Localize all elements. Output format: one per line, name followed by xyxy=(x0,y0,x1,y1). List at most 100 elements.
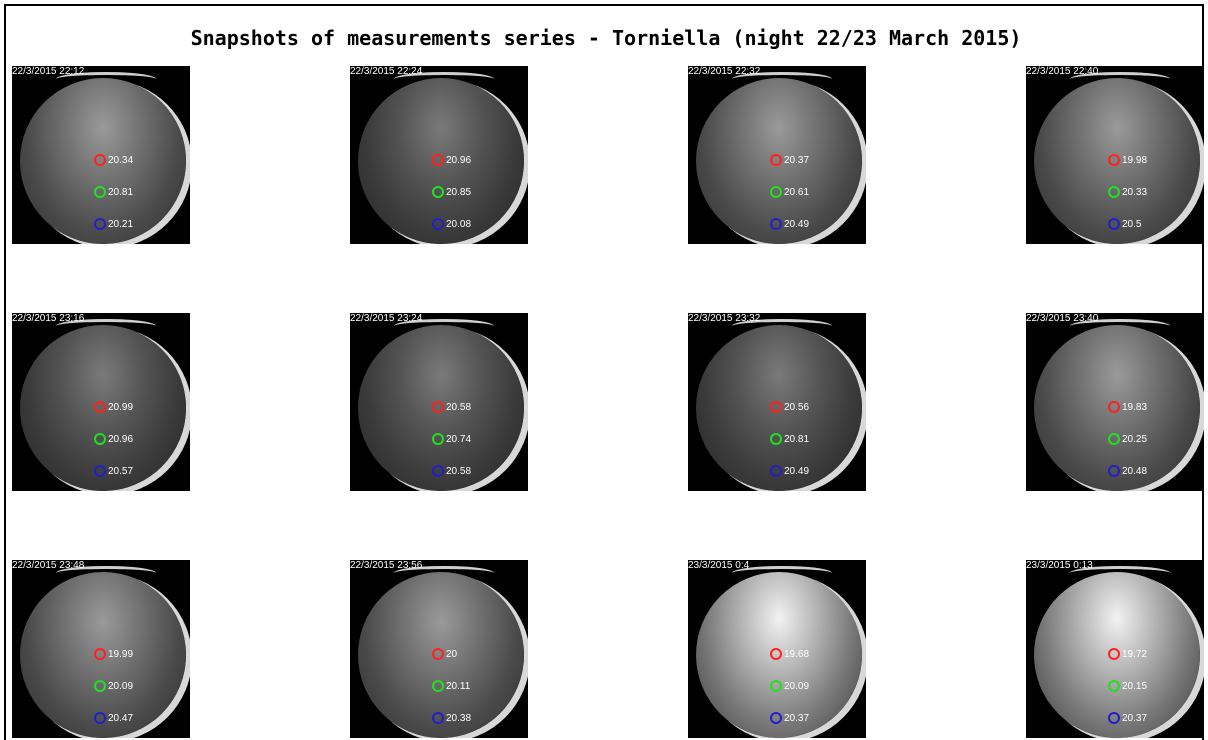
blue-measurement-circle xyxy=(94,218,106,230)
sky-snapshot: 22/3/2015 22:12 20.34 20.81 20.21 xyxy=(12,66,190,244)
red-measurement-circle xyxy=(1108,154,1120,166)
red-measurement-circle xyxy=(94,401,106,413)
sky-snapshot: 22/3/2015 23:40 19.83 20.25 20.48 xyxy=(1026,313,1204,491)
blue-measurement-circle xyxy=(1108,218,1120,230)
sky-snapshot: 22/3/2015 23:56 20 20.11 20.38 xyxy=(350,560,528,738)
sky-snapshot: 22/3/2015 23:32 20.56 20.81 20.49 xyxy=(688,313,866,491)
timestamp-label: 22/3/2015 23:56 xyxy=(350,560,423,571)
red-measurement-circle xyxy=(432,154,444,166)
green-measurement-value: 20.09 xyxy=(784,681,810,692)
horizon-edge xyxy=(732,72,832,86)
green-measurement-circle xyxy=(94,433,106,445)
red-measurement-circle xyxy=(770,648,782,660)
timestamp-label: 23/3/2015 0:4 xyxy=(688,560,750,571)
sky-snapshot: 23/3/2015 0:13 19.72 20.15 20.37 xyxy=(1026,560,1204,738)
horizon-edge xyxy=(56,566,156,580)
sky-snapshot: 23/3/2015 0:4 19.68 20.09 20.37 xyxy=(688,560,866,738)
horizon-edge xyxy=(732,319,832,333)
green-measurement-circle xyxy=(432,680,444,692)
timestamp-label: 23/3/2015 0:13 xyxy=(1026,560,1093,571)
horizon-edge xyxy=(1070,566,1170,580)
timestamp-label: 22/3/2015 23:40 xyxy=(1026,313,1099,324)
green-measurement-circle xyxy=(432,433,444,445)
timestamp-label: 22/3/2015 23:32 xyxy=(688,313,761,324)
green-measurement-value: 20.25 xyxy=(1122,434,1148,445)
blue-measurement-value: 20.37 xyxy=(1122,713,1148,724)
green-measurement-value: 20.74 xyxy=(446,434,472,445)
sky-snapshot: 22/3/2015 23:16 20.99 20.96 20.57 xyxy=(12,313,190,491)
figure-frame: Snapshots of measurements series - Torni… xyxy=(4,4,1204,740)
red-measurement-circle xyxy=(770,154,782,166)
green-measurement-value: 20.81 xyxy=(108,187,134,198)
red-measurement-value: 20.96 xyxy=(446,155,472,166)
red-measurement-value: 20.58 xyxy=(446,402,472,413)
red-measurement-circle xyxy=(432,648,444,660)
red-measurement-value: 20.34 xyxy=(108,155,134,166)
horizon-edge xyxy=(1070,72,1170,86)
sky-snapshot: 22/3/2015 22:24 20.96 20.85 20.08 xyxy=(350,66,528,244)
green-measurement-value: 20.11 xyxy=(446,681,471,692)
blue-measurement-value: 20.58 xyxy=(446,466,472,477)
green-measurement-circle xyxy=(1108,680,1120,692)
blue-measurement-circle xyxy=(94,465,106,477)
green-measurement-value: 20.15 xyxy=(1122,681,1148,692)
horizon-edge xyxy=(394,319,494,333)
figure-title: Snapshots of measurements series - Torni… xyxy=(190,26,1022,50)
green-measurement-value: 20.81 xyxy=(784,434,810,445)
red-measurement-circle xyxy=(94,648,106,660)
timestamp-label: 22/3/2015 22:40 xyxy=(1026,66,1099,77)
red-measurement-value: 20.56 xyxy=(784,402,810,413)
green-measurement-value: 20.09 xyxy=(108,681,134,692)
blue-measurement-value: 20.49 xyxy=(784,219,810,230)
blue-measurement-value: 20.48 xyxy=(1122,466,1148,477)
horizon-edge xyxy=(56,72,156,86)
blue-measurement-value: 20.57 xyxy=(108,466,134,477)
red-measurement-circle xyxy=(1108,648,1120,660)
timestamp-label: 22/3/2015 22:24 xyxy=(350,66,423,77)
horizon-edge xyxy=(1070,319,1170,333)
blue-measurement-value: 20.5 xyxy=(1122,219,1142,230)
timestamp-label: 22/3/2015 22:32 xyxy=(688,66,761,77)
red-measurement-circle xyxy=(770,401,782,413)
blue-measurement-value: 20.49 xyxy=(784,466,810,477)
green-measurement-circle xyxy=(770,680,782,692)
sky-snapshot: 22/3/2015 22:32 20.37 20.61 20.49 xyxy=(688,66,866,244)
blue-measurement-value: 20.47 xyxy=(108,713,134,724)
blue-measurement-circle xyxy=(1108,465,1120,477)
red-measurement-value: 19.72 xyxy=(1122,649,1148,660)
red-measurement-value: 19.68 xyxy=(784,649,810,660)
red-measurement-value: 20.99 xyxy=(108,402,134,413)
timestamp-label: 22/3/2015 23:24 xyxy=(350,313,423,324)
green-measurement-circle xyxy=(94,680,106,692)
green-measurement-circle xyxy=(432,186,444,198)
horizon-edge xyxy=(56,319,156,333)
green-measurement-circle xyxy=(770,433,782,445)
blue-measurement-circle xyxy=(432,465,444,477)
green-measurement-circle xyxy=(770,186,782,198)
blue-measurement-circle xyxy=(770,465,782,477)
red-measurement-circle xyxy=(94,154,106,166)
blue-measurement-circle xyxy=(1108,712,1120,724)
green-measurement-value: 20.33 xyxy=(1122,187,1148,198)
red-measurement-circle xyxy=(1108,401,1120,413)
green-measurement-circle xyxy=(94,186,106,198)
sky-snapshot: 22/3/2015 23:48 19.99 20.09 20.47 xyxy=(12,560,190,738)
red-measurement-value: 19.98 xyxy=(1122,155,1148,166)
blue-measurement-value: 20.38 xyxy=(446,713,472,724)
green-measurement-value: 20.85 xyxy=(446,187,472,198)
red-measurement-value: 19.83 xyxy=(1122,402,1148,413)
green-measurement-value: 20.61 xyxy=(784,187,810,198)
blue-measurement-value: 20.37 xyxy=(784,713,810,724)
green-measurement-circle xyxy=(1108,186,1120,198)
blue-measurement-circle xyxy=(770,218,782,230)
blue-measurement-circle xyxy=(432,218,444,230)
blue-measurement-circle xyxy=(770,712,782,724)
red-measurement-circle xyxy=(432,401,444,413)
timestamp-label: 22/3/2015 22:12 xyxy=(12,66,85,77)
blue-measurement-circle xyxy=(432,712,444,724)
blue-measurement-value: 20.21 xyxy=(108,219,134,230)
sky-snapshot: 22/3/2015 23:24 20.58 20.74 20.58 xyxy=(350,313,528,491)
green-measurement-circle xyxy=(1108,433,1120,445)
red-measurement-value: 19.99 xyxy=(108,649,134,660)
timestamp-label: 22/3/2015 23:16 xyxy=(12,313,85,324)
